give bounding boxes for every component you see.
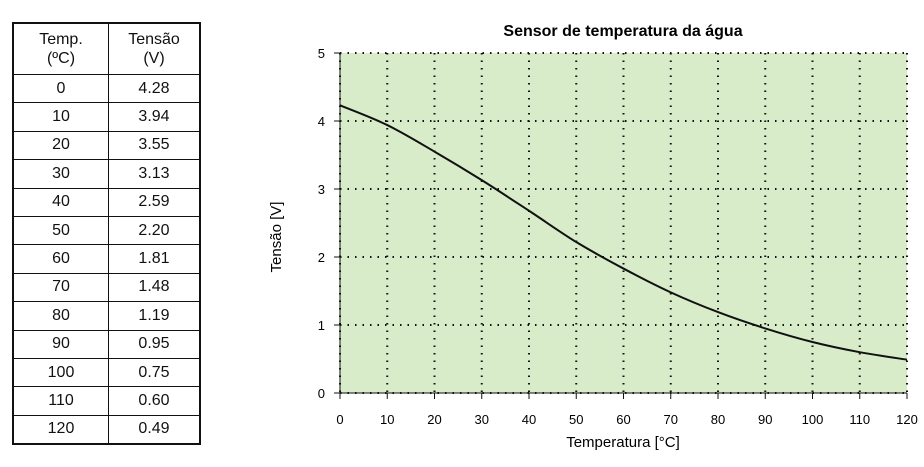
cell-temp: 110 [12, 386, 109, 416]
cell-volt: 3.55 [108, 130, 201, 161]
x-tick-label: 60 [616, 412, 630, 427]
data-point [528, 210, 530, 212]
data-point [859, 351, 861, 353]
x-tick-label: 40 [522, 412, 536, 427]
data-point [764, 327, 766, 329]
y-tick-label: 4 [318, 114, 325, 129]
header-volt-line-2: (V) [143, 50, 165, 67]
data-point [339, 104, 341, 106]
cell-volt: 3.94 [108, 102, 201, 132]
axes [335, 53, 907, 398]
y-axis-label: Tensão [V] [268, 202, 285, 273]
x-tick-label: 70 [664, 412, 678, 427]
header-temp-line-2: (ºC) [46, 50, 76, 67]
x-tick-label: 30 [475, 412, 489, 427]
cell-temp: 100 [12, 357, 109, 388]
data-point [812, 341, 814, 343]
plot-background [340, 53, 907, 393]
table-row: 10 3.94 [12, 102, 201, 132]
header-temp-line-1: Temp. [39, 31, 83, 48]
table-row: 80 1.19 [12, 301, 201, 331]
series-line [339, 104, 908, 361]
data-point [481, 179, 483, 181]
x-tick-label: 90 [758, 412, 772, 427]
cell-temp: 10 [12, 102, 109, 132]
cell-volt: 1.19 [108, 301, 201, 331]
y-tick-label: 0 [318, 386, 325, 401]
data-point [386, 124, 388, 126]
table-body: 0 4.28 10 3.94 20 3.55 30 3.13 40 2.59 50 2.20 60 1.8… [12, 73, 201, 445]
x-axis-label: Temperatura [°C] [566, 434, 680, 451]
cell-volt: 2.20 [108, 215, 201, 246]
x-tick-label: 50 [569, 412, 583, 427]
data-point [717, 311, 719, 313]
x-tick-label: 20 [427, 412, 441, 427]
cell-temp: 90 [12, 329, 109, 359]
cell-volt: 4.28 [108, 73, 201, 104]
data-point [623, 268, 625, 270]
data-point [670, 291, 672, 293]
cell-temp: 50 [12, 215, 109, 246]
cell-temp: 20 [12, 130, 109, 161]
x-tick-label: 100 [802, 412, 824, 427]
chart-title: Sensor de temperatura da água [503, 23, 742, 40]
cell-volt: 0.60 [108, 386, 201, 416]
data-table: Temp. (ºC) Tensão (V) 0 4.28 10 3.94 20 3.55 3… [12, 22, 201, 446]
table-row: 30 3.13 [12, 159, 201, 189]
data-point [575, 241, 577, 243]
table-row: 60 1.81 [12, 244, 201, 274]
cell-volt: 3.13 [108, 159, 201, 189]
cell-volt: 1.48 [108, 272, 201, 303]
table-row: 50 2.20 [12, 215, 201, 246]
y-tick-label: 2 [318, 250, 325, 265]
data-point [434, 151, 436, 153]
header-volt-line-1: Tensão [128, 31, 180, 48]
data-point [906, 359, 908, 361]
x-ticks: 0 10 20 30 40 50 60 70 80 90 100 110 120 [336, 393, 918, 427]
x-tick-label: 80 [711, 412, 725, 427]
y-ticks: 0 1 2 3 4 5 [318, 46, 340, 401]
y-tick-label: 5 [318, 46, 325, 61]
cell-volt: 0.49 [108, 414, 201, 445]
table-header-row: Temp. (ºC) Tensão (V) [12, 22, 201, 75]
cell-volt: 0.95 [108, 329, 201, 359]
cell-temp: 120 [12, 414, 109, 445]
cell-volt: 1.81 [108, 244, 201, 274]
table-row: 20 3.55 [12, 130, 201, 161]
header-temp: Temp. (ºC) [12, 22, 109, 75]
y-tick-label: 3 [318, 182, 325, 197]
table-row: 90 0.95 [12, 329, 201, 359]
x-tick-label: 110 [849, 412, 870, 427]
x-tick-label: 120 [896, 412, 918, 427]
header-volt: Tensão (V) [108, 22, 201, 75]
table-row: 70 1.48 [12, 272, 201, 303]
table-row: 120 0.49 [12, 414, 201, 445]
x-tick-label: 10 [380, 412, 394, 427]
table-row: 110 0.60 [12, 386, 201, 416]
y-tick-label: 1 [318, 318, 325, 333]
x-tick-label: 0 [336, 412, 343, 427]
